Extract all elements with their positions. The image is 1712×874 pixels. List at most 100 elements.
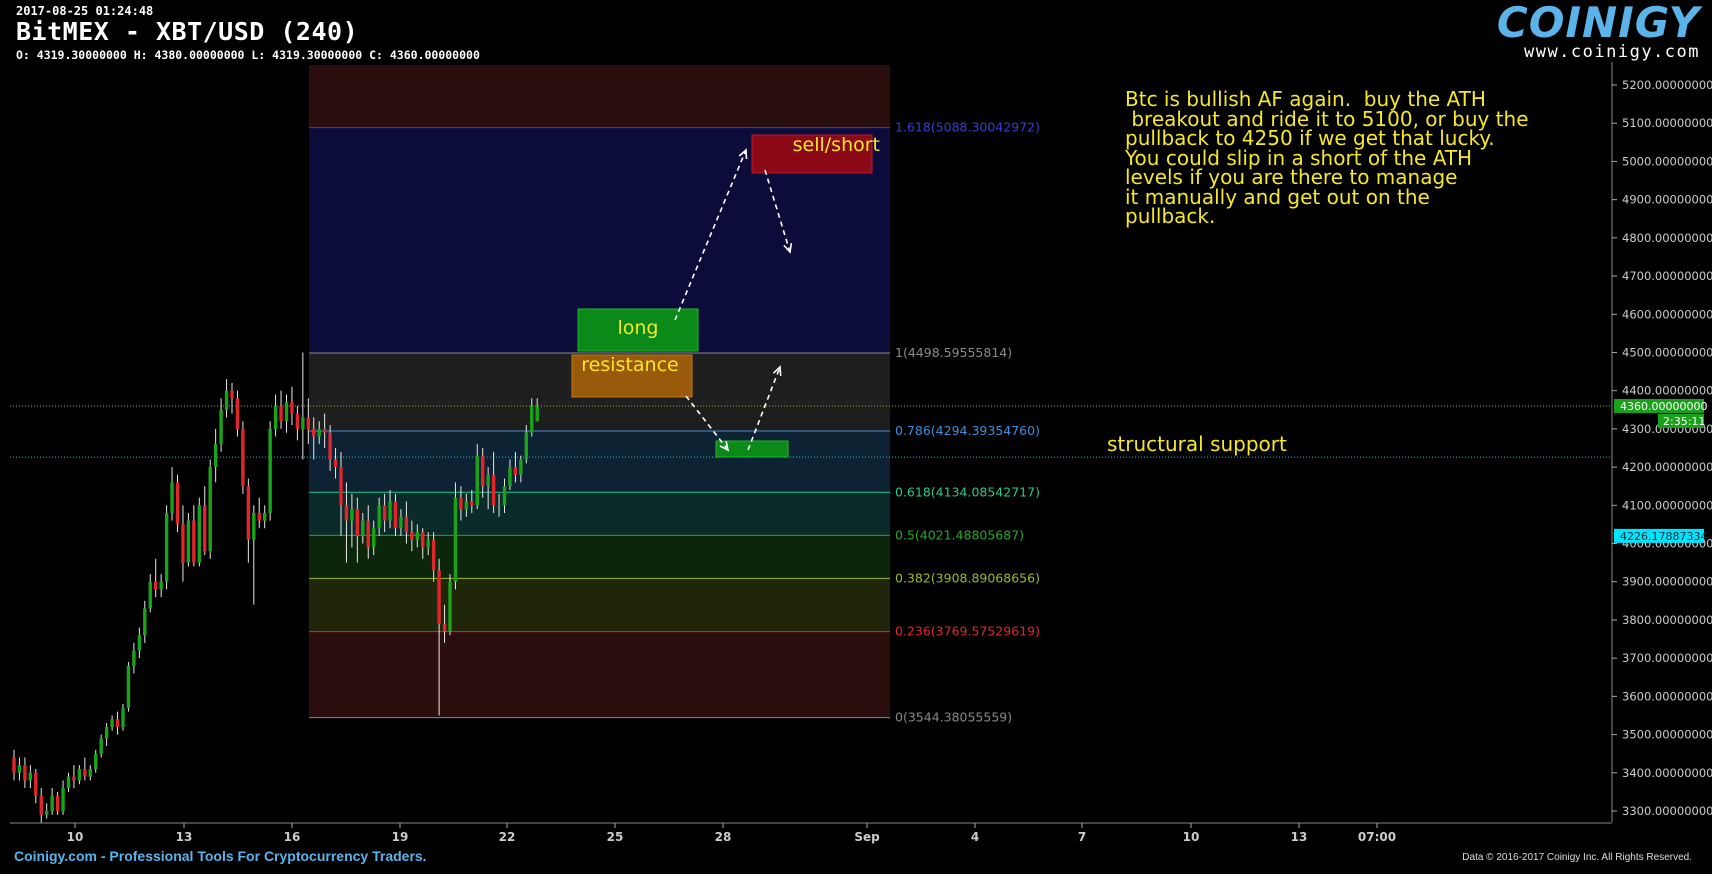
arrow-pullback-up — [747, 366, 781, 451]
candle-body — [393, 501, 398, 529]
candles — [12, 352, 539, 823]
x-tick-label: 10 — [67, 830, 84, 844]
candle-body — [524, 432, 528, 460]
candle-body — [66, 776, 71, 789]
candle-body — [284, 402, 289, 422]
y-tick-label: 3400.00000000 — [1622, 766, 1712, 780]
candle-body — [170, 482, 174, 513]
candle-body — [530, 405, 534, 433]
fib-label-1.618: 1.618(5088.30042972) — [895, 120, 1040, 135]
candle-body — [115, 719, 120, 727]
candle-body — [317, 428, 321, 437]
timestamp: 2017-08-25 01:24:48 — [16, 4, 154, 18]
y-tick-label: 4800.00000000 — [1622, 231, 1712, 245]
footer-right: Data © 2016-2017 Coinigy Inc. All Rights… — [1462, 852, 1692, 863]
cyan-price-tag-label: 4226.17887334 — [1620, 530, 1707, 543]
x-tick-label: Sep — [854, 830, 880, 844]
candle-body — [361, 520, 365, 536]
candle-body — [295, 413, 300, 429]
candle-body — [50, 795, 54, 811]
sell-short-label: sell/short — [792, 134, 880, 156]
y-tick-label: 5100.00000000 — [1622, 116, 1712, 130]
candle-body — [421, 532, 425, 548]
candle-body — [241, 428, 245, 487]
candle-body — [208, 467, 212, 552]
annotation-boxes — [571, 134, 873, 458]
candle-body — [453, 497, 458, 582]
current-price-tag — [1614, 398, 1704, 413]
candle-body — [491, 474, 496, 506]
candle-body — [61, 788, 65, 811]
arrow-pullback-up-head — [772, 365, 782, 377]
fib-label-0.5: 0.5(4021.48805687) — [895, 527, 1024, 542]
candle-body — [497, 505, 501, 507]
y-tick-label: 5200.00000000 — [1622, 78, 1712, 92]
candle-body — [72, 776, 76, 781]
fib-zone-0.382 — [309, 578, 890, 632]
candle-body — [143, 608, 147, 636]
candle-body — [17, 765, 22, 773]
candle-body — [263, 512, 267, 521]
candle-body — [230, 390, 234, 399]
candle-body — [77, 768, 82, 781]
candle-body — [502, 486, 507, 506]
x-tick-label: 7 — [1078, 830, 1086, 844]
x-tick-label: 10 — [1183, 830, 1200, 844]
y-tick-label: 3600.00000000 — [1622, 689, 1712, 703]
candle-body — [132, 650, 136, 666]
candle-body — [486, 474, 490, 487]
candle-body — [23, 765, 27, 781]
candle-body — [104, 726, 109, 739]
candle-body — [382, 505, 387, 521]
candle-body — [519, 459, 523, 475]
arrow-pullback-down-head — [719, 441, 730, 452]
arrow-pullback-down — [685, 395, 729, 451]
candle-body — [224, 390, 229, 410]
candle-body — [197, 505, 201, 563]
candle-body — [415, 532, 419, 540]
candle-body — [508, 467, 512, 487]
fib-label-1: 1(4498.59555814) — [895, 345, 1012, 360]
candle-body — [121, 707, 125, 727]
candle-body — [219, 409, 223, 445]
fib-zone-0.786 — [309, 431, 890, 493]
candle-body — [192, 520, 196, 563]
arrow-long-up — [674, 149, 747, 321]
x-tick-label: 13 — [176, 830, 193, 844]
footer-left[interactable]: Coinigy.com - Professional Tools For Cry… — [14, 848, 427, 864]
candle-body — [372, 528, 376, 548]
candle-body — [175, 482, 180, 525]
fib-zone-top — [309, 65, 890, 128]
candle-body — [306, 417, 310, 429]
fib-label-0.236: 0.236(3769.57529619) — [895, 624, 1040, 639]
candle-body — [464, 501, 469, 510]
y-tick-label: 4700.00000000 — [1622, 269, 1712, 283]
fib-zone-0.236 — [309, 631, 890, 718]
analysis-note: Btc is bullish AF again. buy the ATH bre… — [1125, 87, 1529, 228]
resistance-label: resistance — [581, 354, 679, 376]
ohlc-readout: O: 4319.30000000 H: 4380.00000000 L: 431… — [16, 48, 480, 62]
candle-body — [94, 753, 98, 769]
coinigy-logo[interactable]: COINIGY www.coinigy.com — [1497, 0, 1700, 62]
candle-body — [410, 532, 414, 540]
candle-body — [333, 459, 338, 468]
arrow-long-up-head — [738, 148, 748, 160]
y-tick-label: 4500.00000000 — [1622, 345, 1712, 359]
candle-body — [28, 772, 33, 781]
candle-body — [377, 505, 381, 529]
logo-brand: COINIGY — [1496, 0, 1700, 47]
fib-label-0.618: 0.618(4134.08542717) — [895, 484, 1040, 499]
candle-body — [235, 398, 240, 429]
candle-body — [257, 512, 261, 521]
x-tick-label: 25 — [607, 830, 624, 844]
candle-body — [312, 428, 316, 437]
candle-body — [273, 405, 278, 429]
x-tick-label: 19 — [392, 830, 409, 844]
candle-body — [470, 501, 474, 506]
candle-body — [279, 405, 283, 422]
current-price-tag-label: 4360.00000000 — [1620, 400, 1707, 413]
x-tick-label: 07:00 — [1358, 830, 1396, 844]
candle-body — [164, 512, 169, 582]
fib-label-0.786: 0.786(4294.39354760) — [895, 423, 1040, 438]
